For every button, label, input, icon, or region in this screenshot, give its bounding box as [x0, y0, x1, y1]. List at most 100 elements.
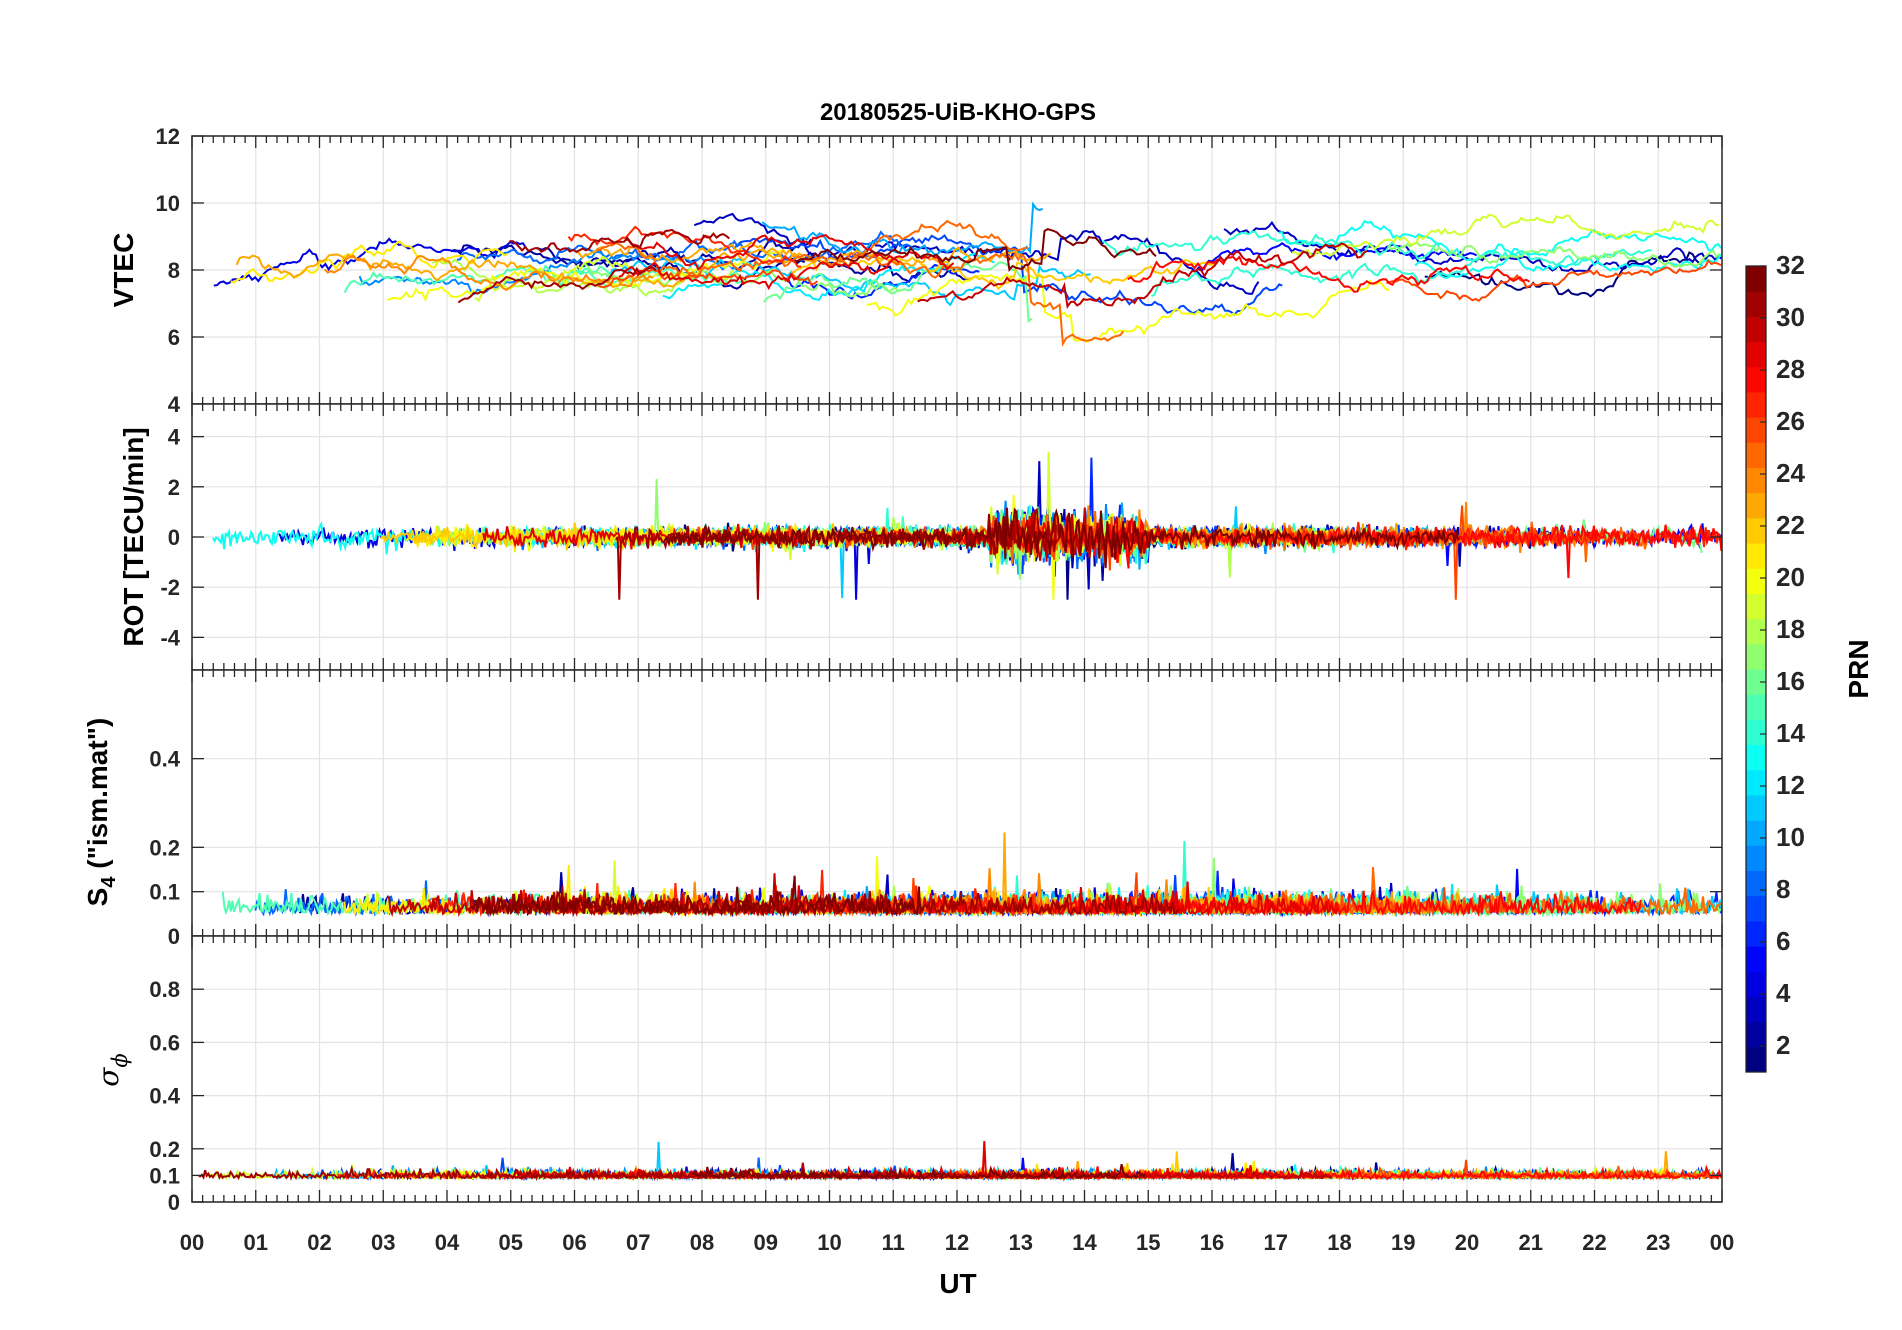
- sigma-phi-ylabel-sub: ϕ: [108, 1053, 132, 1067]
- y-tick-label: 0: [168, 1190, 180, 1215]
- y-tick-label: 0.2: [149, 835, 180, 860]
- colorbar-segment: [1746, 417, 1766, 443]
- panel-vtec: 4 6 8 10 12: [156, 124, 1723, 417]
- colorbar-segment: [1746, 266, 1766, 292]
- series-line-prn-31: [198, 1164, 903, 1182]
- colorbar-segment: [1746, 719, 1766, 746]
- series-line-prn-12: [662, 252, 995, 302]
- series-line-prn-29: [618, 250, 955, 291]
- series-line-prn-27: [1279, 521, 1722, 551]
- colorbar-segment: [1746, 568, 1766, 594]
- series-line-prn-4: [213, 237, 528, 287]
- y-tick-label: 0.4: [149, 1084, 180, 1109]
- series-line-prn-21: [230, 240, 509, 284]
- x-axis-label: UT: [939, 1268, 976, 1299]
- colorbar-segment: [1746, 769, 1766, 796]
- colorbar-segment: [1746, 946, 1766, 972]
- s4-ylabel-sub: 4: [98, 876, 120, 888]
- chart-title: 20180525-UiB-KHO-GPS: [820, 99, 1096, 126]
- x-tick-label: 07: [626, 1230, 650, 1255]
- x-tick-label: 16: [1200, 1230, 1224, 1255]
- series-line-prn-15: [343, 264, 620, 293]
- y-tick-label: 0.1: [149, 880, 180, 905]
- x-tick-label: 19: [1391, 1230, 1415, 1255]
- colorbar-segment: [1746, 1046, 1766, 1073]
- series-line-prn-1: [1424, 251, 1703, 298]
- colorbar-tick-label: 8: [1776, 874, 1790, 904]
- y-tick-label: 12: [156, 124, 180, 149]
- panel-s4: 0 0.1 0.2 0.4: [149, 669, 1723, 949]
- s4-ylabel-main: S: [82, 888, 113, 907]
- y-tick-label: 0.2: [149, 1137, 180, 1162]
- series-line-prn-26: [1386, 258, 1722, 303]
- colorbar-segment: [1746, 442, 1766, 468]
- colorbar-segment: [1746, 391, 1766, 418]
- series-line-prn-32: [691, 1163, 1147, 1181]
- series-line-prn-2: [450, 238, 812, 272]
- colorbar-tick-label: 32: [1776, 250, 1805, 280]
- x-tick-label: 00: [180, 1230, 204, 1255]
- colorbar-tick-label: 18: [1776, 614, 1805, 644]
- colorbar-segment: [1746, 996, 1766, 1023]
- colorbar-segment: [1746, 895, 1766, 922]
- x-tick-label: 02: [307, 1230, 331, 1255]
- colorbar-tick-label: 28: [1776, 354, 1805, 384]
- x-tick-label: 17: [1264, 1230, 1288, 1255]
- colorbar-segment: [1746, 341, 1766, 368]
- x-tick-label: 13: [1009, 1230, 1033, 1255]
- x-tick-label: 01: [244, 1230, 268, 1255]
- series-line-prn-20: [866, 272, 1390, 343]
- x-tick-label: 04: [435, 1230, 460, 1255]
- x-tick-label: 11: [882, 1230, 905, 1255]
- colorbar-tick-label: 20: [1776, 562, 1805, 592]
- y-tick-label: -4: [160, 625, 180, 650]
- colorbar-segment: [1746, 744, 1766, 771]
- data-traces: [221, 832, 1722, 918]
- x-tick-label: 18: [1327, 1230, 1351, 1255]
- colorbar-tick-label: 2: [1776, 1030, 1790, 1060]
- colorbar-segment: [1746, 517, 1766, 544]
- colorbar-frame: [1745, 265, 1767, 1073]
- colorbar-segment: [1746, 920, 1766, 947]
- x-tick-labels: 00 01 02 03 04 05 06 07 08 09 10 11 12 13 14 15 16 17 18 19…: [180, 1230, 1734, 1255]
- y-tick-label: 0.4: [149, 747, 180, 772]
- colorbar-tick-label: 14: [1776, 718, 1805, 748]
- colorbar-segment: [1746, 316, 1766, 343]
- series-line-prn-31: [615, 507, 1057, 600]
- x-tick-label: 10: [817, 1230, 841, 1255]
- colorbar-tick-label: 6: [1776, 926, 1790, 956]
- x-tick-label: 05: [499, 1230, 523, 1255]
- series-line-prn-10: [761, 201, 1044, 256]
- colorbar-segment: [1746, 593, 1766, 620]
- colorbar-segment: [1746, 467, 1766, 494]
- colorbar-segment: [1746, 1021, 1766, 1048]
- series-line-prn-19: [1291, 213, 1719, 258]
- data-traces: [212, 451, 1722, 600]
- sigma-phi-ylabel-main: σ: [92, 1067, 125, 1087]
- series-line-prn-29: [710, 881, 1339, 918]
- series-line-prn-17: [1387, 240, 1721, 269]
- colorbar-segment: [1746, 870, 1766, 897]
- colorbar-tick-label: 4: [1776, 978, 1791, 1008]
- s4-ylabel-rest: ("ism.mat"): [82, 718, 113, 877]
- colorbar-tick-label: 24: [1776, 458, 1805, 488]
- x-tick-label: 22: [1582, 1230, 1606, 1255]
- series-line-prn-14: [1101, 230, 1441, 260]
- series-line-prn-30: [917, 242, 1368, 309]
- colorbar-tick-label: 12: [1776, 770, 1805, 800]
- rot-ylabel: ROT [TECU/min]: [118, 427, 149, 646]
- series-line-prn-13: [1278, 219, 1722, 274]
- series-line-prn-24: [323, 254, 654, 292]
- x-tick-label: 03: [371, 1230, 395, 1255]
- data-traces: [198, 1140, 1722, 1182]
- series-line-prn-29: [482, 523, 810, 550]
- colorbar-segment: [1746, 618, 1766, 645]
- y-tick-label: 0.8: [149, 977, 180, 1002]
- y-tick-label: -2: [160, 575, 180, 600]
- x-tick-label: 15: [1136, 1230, 1160, 1255]
- colorbar-segment: [1746, 291, 1766, 317]
- y-tick-label: 0.1: [149, 1163, 180, 1188]
- y-tick-label: 2: [168, 475, 180, 500]
